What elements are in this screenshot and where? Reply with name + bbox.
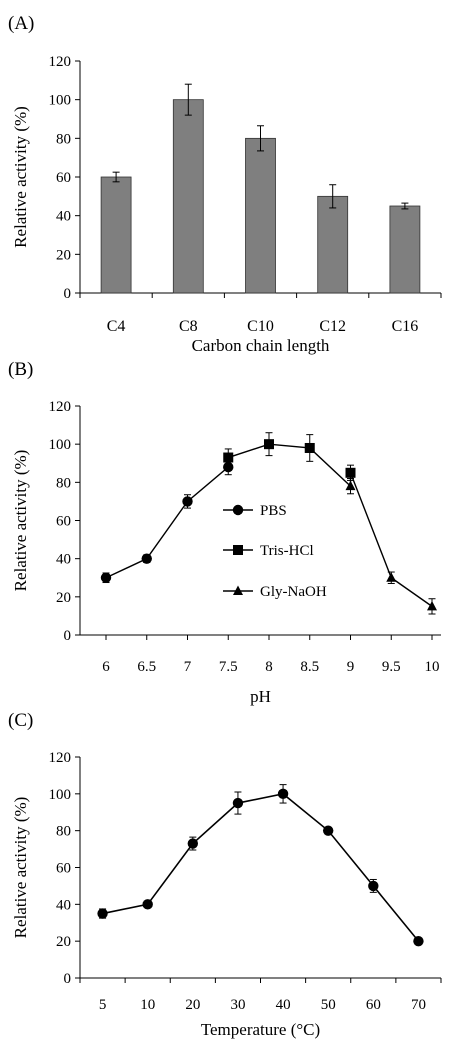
y-tick-label: 60 — [56, 861, 71, 877]
x-tick-label: C16 — [392, 318, 419, 335]
bar-C12 — [317, 195, 349, 294]
legend-label: Gly-NaOH — [260, 584, 327, 600]
x-axis-label: Carbon chain length — [192, 336, 330, 355]
x-tick-label: 8.5 — [300, 659, 319, 675]
x-tick-label: 60 — [366, 997, 381, 1013]
x-tick-label: 70 — [411, 997, 426, 1013]
legend-label: Tris-HCl — [260, 543, 314, 559]
point-circle — [182, 496, 193, 507]
point-square — [304, 442, 315, 453]
legend-label: PBS — [260, 503, 287, 519]
x-tick-label: C8 — [179, 318, 198, 335]
y-tick-label: 120 — [49, 399, 72, 415]
point-triangle — [386, 572, 397, 582]
y-axis-label: Relative activity (%) — [11, 797, 30, 939]
y-tick-label: 100 — [49, 437, 72, 453]
x-tick-label: 8 — [265, 659, 273, 675]
y-tick-label: 20 — [56, 934, 71, 950]
y-tick-label: 0 — [64, 971, 72, 987]
x-tick-label: 7 — [184, 659, 192, 675]
data-point — [142, 899, 153, 910]
series-line — [102, 792, 420, 942]
y-tick-label: 20 — [56, 590, 71, 606]
x-tick-label: 30 — [230, 997, 245, 1013]
y-tick-label: 100 — [49, 93, 72, 109]
x-tick-label: 10 — [425, 659, 440, 675]
x-tick-label: C10 — [247, 318, 274, 335]
point-triangle — [345, 480, 356, 491]
x-tick-label: 40 — [276, 997, 291, 1013]
y-tick-label: 40 — [56, 552, 71, 568]
data-point — [322, 825, 334, 836]
point-square — [223, 452, 234, 463]
x-tick-label: C4 — [107, 318, 126, 335]
bar-C10 — [245, 137, 276, 294]
panel-a: (A) 0 20 40 60 80 100 120 C4 C8 C10 C12 C16 Carbon ch… — [8, 13, 442, 355]
y-axis-label: Relative activity (%) — [11, 106, 30, 248]
connecting-line — [105, 443, 433, 607]
y-tick-label: 0 — [64, 286, 72, 302]
y-tick-label: 80 — [56, 131, 71, 147]
legend-marker-square — [233, 545, 243, 555]
panel-label: (B) — [8, 359, 33, 380]
y-tick-label: 20 — [56, 247, 71, 263]
x-axis-label: pH — [250, 687, 271, 706]
y-tick-label: 120 — [49, 54, 72, 70]
panel-label: (A) — [8, 13, 34, 34]
data-point — [368, 880, 379, 892]
bar-C4 — [100, 176, 132, 294]
y-tick-label: 80 — [56, 475, 71, 491]
panel-label: (C) — [8, 710, 33, 731]
x-tick-label: 10 — [140, 997, 155, 1013]
y-tick-label: 100 — [49, 787, 72, 803]
x-tick-label: 20 — [185, 997, 200, 1013]
y-tick-label: 80 — [56, 824, 71, 840]
y-tick-label: 40 — [56, 209, 71, 225]
y-tick-label: 60 — [56, 514, 71, 530]
data-point — [413, 935, 424, 947]
x-tick-label: 6.5 — [137, 659, 156, 675]
x-tick-label: 9 — [347, 659, 355, 675]
y-tick-label: 60 — [56, 170, 71, 186]
x-tick-label: C12 — [319, 318, 346, 335]
point-circle — [141, 553, 152, 564]
legend-marker-circle — [232, 504, 244, 516]
x-tick-label: 7.5 — [219, 659, 238, 675]
bar-C16 — [389, 205, 421, 294]
y-tick-label: 40 — [56, 897, 71, 913]
y-axis-label: Relative activity (%) — [11, 450, 30, 592]
data-point — [232, 797, 244, 809]
x-tick-label: 50 — [321, 997, 336, 1013]
point-circle — [100, 572, 112, 583]
panel-b: (B) 0 20 40 60 80 100 120 6 6.5 7 7.5 8 8.5 9 9.5 10 PBS T… — [8, 359, 441, 706]
point-square — [345, 467, 356, 478]
data-point — [97, 908, 108, 919]
panel-c: (C) 0 20 40 60 80 100 120 5 10 20 30 40 50 60 70 Tempera… — [8, 710, 442, 1039]
legend-marker-triangle — [233, 585, 243, 595]
x-tick-label: 5 — [99, 997, 107, 1013]
x-tick-label: 9.5 — [382, 659, 401, 675]
x-axis-label: Temperature (°C) — [201, 1020, 320, 1039]
y-tick-label: 0 — [64, 628, 72, 644]
x-tick-label: 6 — [102, 659, 110, 675]
point-square — [264, 439, 274, 450]
bar-C8 — [172, 99, 204, 294]
data-point — [187, 838, 199, 849]
data-point — [277, 788, 289, 800]
point-triangle — [427, 600, 437, 611]
point-circle — [223, 461, 234, 473]
y-tick-label: 120 — [49, 750, 72, 766]
